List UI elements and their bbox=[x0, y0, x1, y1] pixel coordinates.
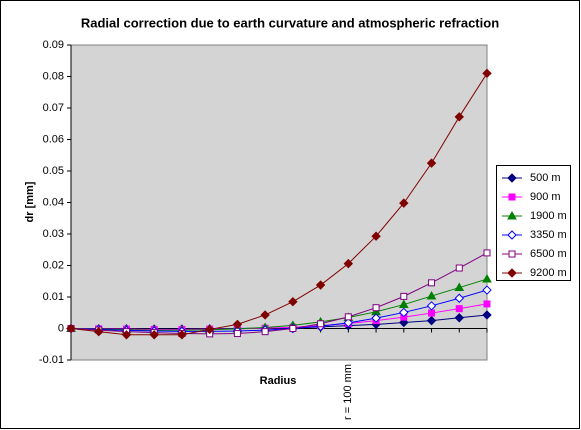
marker bbox=[94, 326, 104, 337]
marker bbox=[454, 112, 464, 122]
chart-title: Radial correction due to earth curvature… bbox=[81, 15, 499, 30]
y-tick-label: 0.05 bbox=[43, 165, 64, 177]
marker bbox=[428, 309, 436, 317]
legend-marker bbox=[507, 173, 517, 183]
marker bbox=[66, 323, 76, 334]
legend-box bbox=[496, 165, 571, 281]
marker bbox=[483, 300, 491, 308]
marker bbox=[426, 291, 437, 300]
legend-label: 3350 m bbox=[530, 229, 567, 241]
marker bbox=[372, 304, 380, 312]
legend-label: 900 m bbox=[530, 191, 561, 203]
marker bbox=[315, 280, 326, 290]
marker bbox=[482, 274, 492, 283]
marker bbox=[483, 249, 491, 257]
series-line bbox=[70, 289, 488, 332]
marker bbox=[233, 330, 241, 338]
marker bbox=[455, 264, 463, 272]
y-tick-label: 0.04 bbox=[43, 196, 64, 208]
legend-marker bbox=[507, 210, 517, 220]
legend-label: 9200 m bbox=[530, 267, 567, 279]
marker bbox=[428, 279, 436, 287]
marker bbox=[343, 318, 354, 328]
legend-marker bbox=[508, 193, 516, 201]
legend-label: 6500 m bbox=[530, 248, 567, 260]
marker bbox=[454, 282, 465, 292]
marker bbox=[454, 293, 464, 303]
legend-label: 1900 m bbox=[530, 210, 567, 222]
y-tick-label: 0.03 bbox=[43, 228, 64, 240]
x-axis-label: Radius bbox=[260, 375, 297, 387]
marker bbox=[400, 292, 408, 300]
marker bbox=[371, 231, 381, 241]
marker bbox=[482, 285, 492, 295]
y-tick-label: 0.06 bbox=[43, 133, 64, 145]
marker bbox=[426, 158, 437, 168]
marker bbox=[426, 315, 437, 326]
y-tick-label: -0.01 bbox=[39, 354, 64, 366]
legend-marker bbox=[507, 230, 517, 240]
y-tick-label: 0.07 bbox=[43, 102, 64, 114]
marker bbox=[454, 313, 464, 323]
marker bbox=[371, 313, 381, 323]
marker bbox=[455, 305, 463, 313]
marker bbox=[121, 330, 132, 340]
marker bbox=[288, 297, 298, 307]
legend-label: 500 m bbox=[530, 172, 561, 184]
y-tick-label: 0 bbox=[58, 322, 64, 334]
y-tick-label: 0.01 bbox=[43, 291, 64, 303]
marker bbox=[177, 330, 187, 340]
series-line bbox=[70, 73, 488, 336]
y-axis-label: dr [mm] bbox=[24, 181, 36, 222]
legend-marker bbox=[508, 250, 516, 258]
marker bbox=[204, 324, 215, 335]
legend-marker bbox=[507, 268, 517, 278]
marker bbox=[261, 328, 269, 336]
marker bbox=[482, 68, 492, 79]
plot-area bbox=[70, 44, 488, 361]
y-tick-label: 0.02 bbox=[43, 259, 64, 271]
marker bbox=[343, 258, 354, 269]
marker bbox=[289, 325, 297, 332]
x-tick-label: r = 100 mm bbox=[342, 364, 354, 420]
marker bbox=[344, 313, 352, 321]
y-tick-label: 0.09 bbox=[43, 39, 64, 51]
marker bbox=[399, 198, 409, 208]
marker bbox=[482, 310, 492, 320]
marker bbox=[399, 307, 409, 318]
series-line bbox=[70, 252, 488, 335]
series-line bbox=[70, 303, 488, 330]
marker bbox=[398, 299, 409, 309]
marker bbox=[232, 319, 243, 330]
y-tick-label: 0.08 bbox=[43, 70, 64, 82]
series-line bbox=[70, 278, 488, 331]
marker bbox=[260, 310, 270, 320]
marker bbox=[426, 301, 437, 311]
marker bbox=[149, 330, 159, 340]
marker bbox=[317, 320, 325, 328]
